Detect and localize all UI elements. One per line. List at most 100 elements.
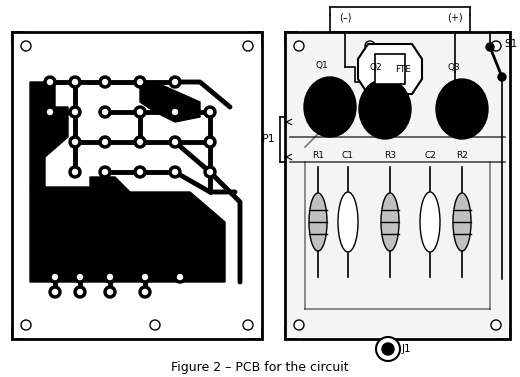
Ellipse shape xyxy=(381,193,399,251)
Circle shape xyxy=(382,343,394,355)
Circle shape xyxy=(72,170,77,175)
Circle shape xyxy=(174,271,186,283)
Circle shape xyxy=(69,76,81,88)
Circle shape xyxy=(53,290,58,294)
Text: S1: S1 xyxy=(504,39,517,49)
Circle shape xyxy=(173,170,177,175)
Circle shape xyxy=(376,337,400,361)
Text: P1: P1 xyxy=(262,135,276,144)
Circle shape xyxy=(294,41,304,51)
Circle shape xyxy=(139,271,151,283)
Text: Q2: Q2 xyxy=(370,63,383,72)
Circle shape xyxy=(173,80,177,84)
Circle shape xyxy=(137,80,142,84)
Circle shape xyxy=(47,109,53,115)
Circle shape xyxy=(47,80,53,84)
Polygon shape xyxy=(358,44,422,94)
Ellipse shape xyxy=(359,79,411,139)
Ellipse shape xyxy=(309,193,327,251)
Circle shape xyxy=(243,41,253,51)
Circle shape xyxy=(49,271,61,283)
Circle shape xyxy=(49,286,61,298)
Circle shape xyxy=(104,286,116,298)
Circle shape xyxy=(365,41,375,51)
Circle shape xyxy=(69,166,81,178)
Circle shape xyxy=(207,170,213,175)
Polygon shape xyxy=(140,82,200,122)
Bar xyxy=(285,32,510,339)
Text: C2: C2 xyxy=(424,151,436,160)
Ellipse shape xyxy=(304,77,356,137)
Circle shape xyxy=(77,274,83,279)
Circle shape xyxy=(108,274,112,279)
Circle shape xyxy=(169,76,181,88)
Circle shape xyxy=(142,290,148,294)
Circle shape xyxy=(77,290,83,294)
Circle shape xyxy=(134,166,146,178)
Circle shape xyxy=(169,136,181,148)
Text: Q3: Q3 xyxy=(447,63,460,72)
Bar xyxy=(287,34,508,337)
Ellipse shape xyxy=(436,79,488,139)
Circle shape xyxy=(139,286,151,298)
Circle shape xyxy=(134,76,146,88)
Text: Q1: Q1 xyxy=(315,61,328,70)
Circle shape xyxy=(102,80,108,84)
Circle shape xyxy=(99,166,111,178)
Ellipse shape xyxy=(338,192,358,252)
Circle shape xyxy=(142,274,148,279)
Circle shape xyxy=(99,136,111,148)
Ellipse shape xyxy=(453,193,471,251)
Circle shape xyxy=(150,320,160,330)
Circle shape xyxy=(204,166,216,178)
Circle shape xyxy=(173,109,177,115)
Polygon shape xyxy=(30,177,225,282)
Circle shape xyxy=(137,139,142,144)
Circle shape xyxy=(99,106,111,118)
Circle shape xyxy=(72,109,77,115)
Circle shape xyxy=(134,136,146,148)
Circle shape xyxy=(134,106,146,118)
Text: R2: R2 xyxy=(456,151,468,160)
Circle shape xyxy=(491,41,501,51)
Text: Figure 2 – PCB for the circuit: Figure 2 – PCB for the circuit xyxy=(171,360,349,374)
Circle shape xyxy=(177,274,183,279)
Circle shape xyxy=(294,320,304,330)
Text: R1: R1 xyxy=(312,151,324,160)
Circle shape xyxy=(104,271,116,283)
Circle shape xyxy=(173,139,177,144)
Circle shape xyxy=(498,73,506,81)
Text: Cells: Cells xyxy=(382,0,418,3)
Circle shape xyxy=(137,109,142,115)
Circle shape xyxy=(44,76,56,88)
Text: R3: R3 xyxy=(384,151,396,160)
Circle shape xyxy=(44,106,56,118)
Circle shape xyxy=(69,106,81,118)
Circle shape xyxy=(53,274,58,279)
Circle shape xyxy=(72,80,77,84)
Circle shape xyxy=(491,320,501,330)
Circle shape xyxy=(108,290,112,294)
Circle shape xyxy=(74,271,86,283)
Text: C1: C1 xyxy=(342,151,354,160)
Circle shape xyxy=(486,43,494,51)
Circle shape xyxy=(21,41,31,51)
Circle shape xyxy=(102,139,108,144)
Text: FTE: FTE xyxy=(395,64,411,74)
Circle shape xyxy=(204,106,216,118)
Circle shape xyxy=(243,320,253,330)
Circle shape xyxy=(102,109,108,115)
Circle shape xyxy=(21,320,31,330)
Polygon shape xyxy=(30,82,68,187)
Circle shape xyxy=(169,166,181,178)
Circle shape xyxy=(169,106,181,118)
Text: (–): (–) xyxy=(339,12,351,22)
Bar xyxy=(375,54,405,84)
Circle shape xyxy=(207,139,213,144)
Circle shape xyxy=(102,170,108,175)
Circle shape xyxy=(74,286,86,298)
Text: (+): (+) xyxy=(447,12,463,22)
Circle shape xyxy=(99,76,111,88)
Text: J1: J1 xyxy=(402,344,412,354)
Circle shape xyxy=(69,136,81,148)
